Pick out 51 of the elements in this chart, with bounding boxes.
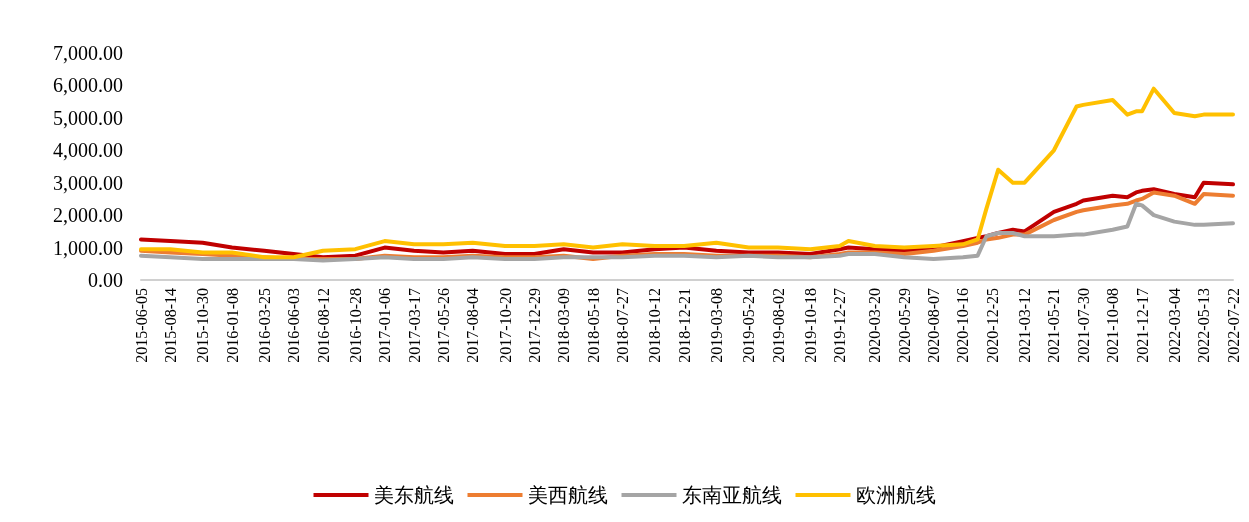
x-tick-label: 2022-03-04 [1165,288,1183,363]
x-tick-label: 2017-01-06 [376,288,394,363]
y-tick-label: 0.00 [88,269,123,291]
x-tick-label: 2017-05-26 [434,288,452,363]
x-tick-label: 2016-06-03 [285,288,303,363]
x-tick-label: 2016-01-08 [223,288,241,363]
x-tick-label: 2020-08-07 [925,288,943,363]
x-tick-label: 2020-12-25 [983,288,1001,363]
y-tick-label: 2,000.00 [53,204,123,227]
x-tick-label: 2019-03-08 [707,288,725,363]
y-tick-label: 4,000.00 [53,139,123,162]
x-tick-label: 2019-05-24 [740,288,758,363]
x-tick-label: 2017-08-04 [464,288,482,363]
x-tick-label: 2020-03-20 [866,288,884,363]
x-tick-label: 2021-07-30 [1074,288,1092,363]
y-tick-label: 3,000.00 [53,171,123,194]
x-tick-label: 2017-12-29 [525,288,543,363]
legend-label: 东南亚航线 [681,484,782,506]
x-tick-label: 2021-05-21 [1045,288,1063,363]
line-series [139,86,1235,260]
x-tick-label: 2016-08-12 [314,288,332,363]
y-tick-label: 5,000.00 [53,106,123,129]
x-tick-label: 2021-12-17 [1133,288,1151,363]
legend-label: 美西航线 [527,484,608,506]
x-tick-label: 2019-12-27 [831,288,849,363]
x-tick-label: 2018-12-21 [675,288,693,363]
y-tick-label: 6,000.00 [53,74,123,97]
x-tick-label: 2020-05-29 [895,288,913,363]
x-tick-label: 2018-10-12 [646,288,664,363]
x-tick-label: 2021-03-12 [1016,288,1034,363]
x-tick-label: 2020-10-16 [954,288,972,363]
x-tick-label: 2022-07-22 [1224,288,1242,363]
x-tick-label: 2018-03-09 [555,288,573,363]
legend-label: 欧洲航线 [855,484,936,506]
x-tick-label: 2021-10-08 [1104,288,1122,363]
x-tick-label: 2018-07-27 [613,288,631,363]
y-tick-label: 7,000.00 [53,42,123,64]
x-tick-label: 2016-10-28 [346,288,364,363]
x-tick-label: 2015-06-05 [132,288,150,363]
x-tick-label: 2017-03-17 [405,288,423,363]
legend-label: 美东航线 [373,484,454,506]
x-tick-label: 2015-08-14 [161,288,179,363]
x-tick-label: 2016-03-25 [255,288,273,363]
x-tick-label: 2017-10-20 [496,288,514,363]
x-tick-label: 2018-05-18 [584,288,602,363]
line-series [139,201,1235,263]
x-tick-label: 2019-10-18 [801,288,819,363]
x-tick-label: 2019-08-02 [769,288,787,363]
y-tick-label: 1,000.00 [53,236,123,259]
x-tick-label: 2015-10-30 [194,288,212,363]
x-tick-label: 2022-05-13 [1195,288,1213,363]
